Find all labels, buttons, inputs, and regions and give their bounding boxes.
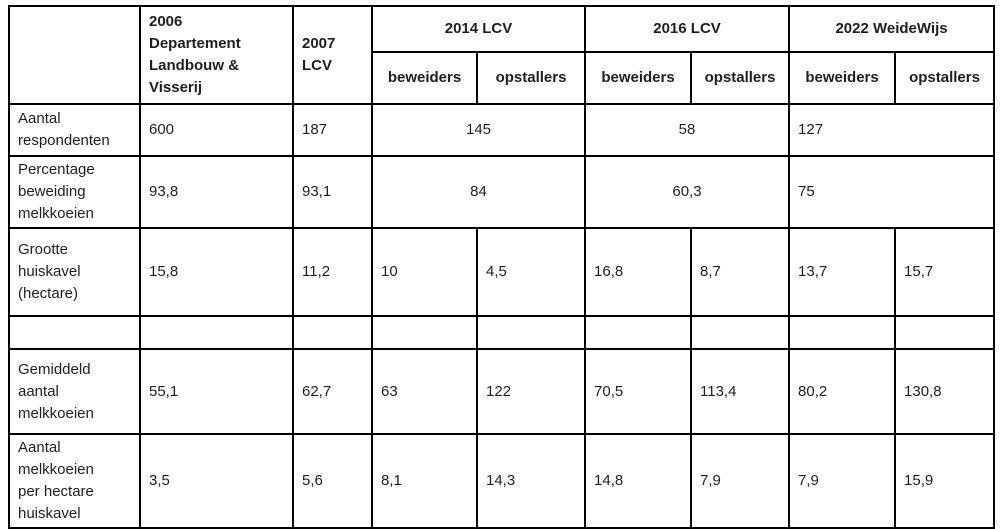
table-cell: 10 xyxy=(371,227,478,317)
table-cell xyxy=(292,315,373,350)
header-row-subgroups: beweiders opstallers beweiders opstaller… xyxy=(9,51,996,105)
table-cell-merged-2022: 75 xyxy=(788,155,996,229)
column-header-2022-beweiders: beweiders xyxy=(788,51,897,105)
table-cell: 600 xyxy=(139,103,294,157)
table-cell: 14,3 xyxy=(475,433,587,529)
table-cell xyxy=(894,315,996,350)
table-cell: 3,5 xyxy=(139,433,294,529)
table-cell: 15,9 xyxy=(894,433,996,529)
dairy-grazing-statistics-table: 2006 Departement Landbouw & Visserij 200… xyxy=(8,5,996,529)
table-row-melkkoeien-per-hectare: Aantal melkkoeien per hectare huiskavel … xyxy=(8,433,996,529)
column-group-header-2016-lcv: 2016 LCV xyxy=(584,5,791,53)
table-cell: 122 xyxy=(475,348,587,435)
table-cell-merged-2016: 58 xyxy=(584,103,791,157)
table-cell-merged-2014: 145 xyxy=(370,103,587,157)
table-row-gemiddeld-aantal-melkkoeien: Gemiddeld aantal melkkoeien 55,1 62,7 63… xyxy=(8,348,996,435)
table-cell-merged-2014: 84 xyxy=(370,155,587,229)
table-cell: 15,7 xyxy=(894,227,996,317)
column-group-header-2022-weidewijs: 2022 WeideWijs xyxy=(788,5,996,53)
table-cell: 14,8 xyxy=(584,433,693,529)
row-label: Aantal melkkoeien per hectare huiskavel xyxy=(8,433,141,529)
table-cell xyxy=(371,315,478,350)
table-cell: 13,7 xyxy=(788,227,897,317)
table-cell: 62,7 xyxy=(292,348,373,435)
table-cell: 7,9 xyxy=(788,433,897,529)
table-cell: 93,8 xyxy=(139,155,294,229)
table-cell: 70,5 xyxy=(584,348,693,435)
row-label: Aantal respondenten xyxy=(8,103,141,157)
table-cell: 55,1 xyxy=(139,348,294,435)
header-row-groups: 2006 Departement Landbouw & Visserij 200… xyxy=(8,5,996,105)
table-cell: 11,2 xyxy=(292,227,373,317)
table-cell xyxy=(690,315,791,350)
table-cell: 7,9 xyxy=(690,433,791,529)
table-cell xyxy=(788,315,897,350)
table-row-empty xyxy=(8,315,996,350)
row-label: Percentage beweiding melkkoeien xyxy=(8,155,141,229)
table-cell xyxy=(584,315,693,350)
table-cell xyxy=(139,315,294,350)
corner-header-cell xyxy=(8,5,141,105)
table-cell: 5,6 xyxy=(292,433,373,529)
table-cell: 15,8 xyxy=(139,227,294,317)
column-header-2016-beweiders: beweiders xyxy=(584,51,693,105)
table-row-aantal-respondenten: Aantal respondenten 600 187 145 58 127 xyxy=(8,103,996,157)
table-cell: 93,1 xyxy=(292,155,373,229)
data-table-container: 2006 Departement Landbouw & Visserij 200… xyxy=(8,5,996,529)
table-cell: 130,8 xyxy=(894,348,996,435)
column-group-header-2014-lcv: 2014 LCV xyxy=(370,5,587,53)
table-row-percentage-beweiding: Percentage beweiding melkkoeien 93,8 93,… xyxy=(8,155,996,229)
column-header-2014-opstallers: opstallers xyxy=(475,51,587,105)
table-cell: 4,5 xyxy=(475,227,587,317)
column-header-2022-opstallers: opstallers xyxy=(894,51,996,105)
table-cell: 16,8 xyxy=(584,227,693,317)
table-cell: 80,2 xyxy=(788,348,897,435)
table-cell: 113,4 xyxy=(690,348,791,435)
row-label xyxy=(8,315,141,350)
table-cell-merged-2022: 127 xyxy=(788,103,996,157)
table-cell: 8,1 xyxy=(371,433,478,529)
row-label: Gemiddeld aantal melkkoeien xyxy=(8,348,141,435)
table-cell: 187 xyxy=(292,103,373,157)
column-header-2007-lcv: 2007 LCV xyxy=(292,5,373,105)
table-cell-merged-2016: 60,3 xyxy=(584,155,791,229)
table-cell: 63 xyxy=(371,348,478,435)
column-header-2016-opstallers: opstallers xyxy=(690,51,791,105)
table-row-grootte-huiskavel: Grootte huiskavel (hectare) 15,8 11,2 10… xyxy=(8,227,996,317)
column-header-2006-departement: 2006 Departement Landbouw & Visserij xyxy=(139,5,294,105)
column-header-2014-beweiders: beweiders xyxy=(371,51,478,105)
table-cell xyxy=(475,315,587,350)
row-label: Grootte huiskavel (hectare) xyxy=(8,227,141,317)
table-cell: 8,7 xyxy=(690,227,791,317)
